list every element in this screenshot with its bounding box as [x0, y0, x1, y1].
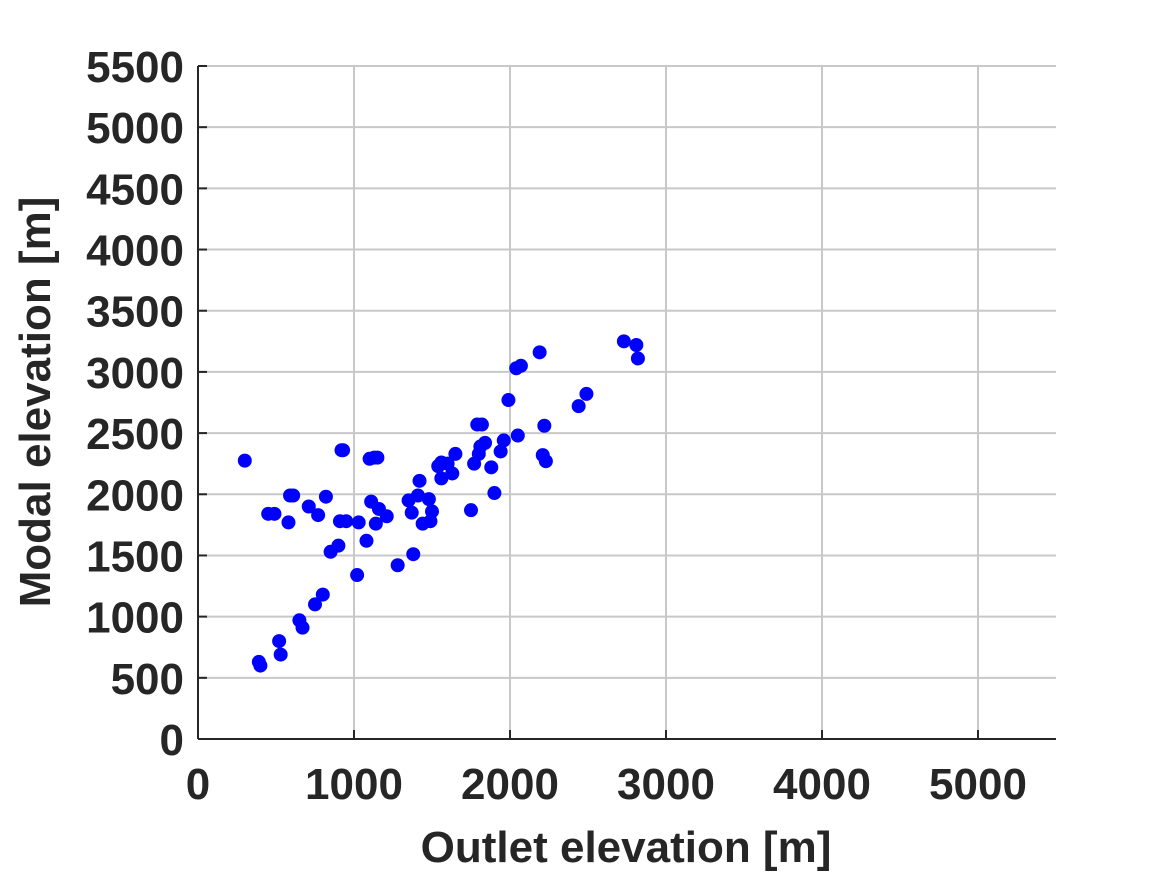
data-point [318, 489, 333, 504]
data-point [359, 533, 374, 548]
x-tick-label: 1000 [305, 760, 403, 809]
data-point [513, 358, 528, 373]
y-tick-label: 4500 [86, 165, 184, 214]
y-tick-label: 3500 [86, 288, 184, 337]
data-point [331, 538, 346, 553]
y-tick-label: 5000 [86, 104, 184, 153]
y-tick-label: 500 [111, 655, 184, 704]
data-point [272, 634, 287, 649]
data-point [311, 508, 326, 523]
data-point [496, 433, 511, 448]
data-point [286, 488, 301, 503]
data-point [412, 473, 427, 488]
data-point [253, 658, 268, 673]
data-point [501, 393, 516, 408]
y-tick-label: 1500 [86, 532, 184, 581]
y-axis-label: Modal elevation [m] [11, 197, 60, 608]
x-tick-label: 0 [186, 760, 210, 809]
data-point [421, 492, 436, 507]
data-point [448, 446, 463, 461]
data-point [308, 597, 322, 612]
data-point [425, 504, 439, 519]
data-point [406, 547, 421, 562]
x-axis-label: Outlet elevation [m] [421, 823, 832, 872]
y-tick-label: 4000 [86, 227, 184, 276]
data-point [532, 345, 547, 360]
data-point [537, 418, 552, 433]
y-tick-label: 2000 [86, 471, 184, 520]
data-point [484, 460, 499, 475]
data-point [579, 386, 594, 401]
data-point [478, 435, 493, 450]
data-point [487, 486, 502, 501]
y-tick-label: 3000 [86, 349, 184, 398]
x-tick-label: 2000 [461, 760, 559, 809]
data-point [404, 505, 419, 520]
data-point [273, 647, 288, 662]
data-point [445, 466, 460, 481]
data-point [571, 399, 586, 414]
data-point [390, 558, 405, 573]
data-point [616, 334, 631, 349]
y-tick-label: 5500 [86, 43, 184, 92]
y-tick-label: 0 [160, 716, 184, 765]
data-point [301, 499, 316, 514]
data-point [629, 337, 644, 352]
data-point [370, 450, 385, 465]
data-point [464, 503, 478, 518]
data-point [538, 454, 553, 469]
data-point [336, 443, 351, 458]
x-tick-label: 5000 [929, 760, 1027, 809]
data-point [379, 509, 394, 524]
data-point [237, 453, 252, 468]
data-point [339, 514, 354, 529]
grid [198, 65, 1056, 739]
data-point [510, 428, 525, 443]
data-points [237, 334, 645, 673]
tick-labels: 0 1000 2000 3000 4000 5000 0 500 1000 1500 2000 250… [86, 43, 1027, 809]
data-point [350, 568, 365, 583]
x-tick-label: 3000 [617, 760, 715, 809]
y-tick-label: 2500 [86, 410, 184, 459]
data-point [474, 417, 489, 432]
data-point [281, 515, 296, 530]
data-point [315, 587, 330, 602]
y-tick-label: 1000 [86, 594, 184, 643]
data-point [295, 620, 310, 635]
data-point [267, 506, 282, 521]
x-tick-label: 4000 [773, 760, 871, 809]
data-point [630, 351, 645, 366]
data-point [368, 516, 383, 531]
axes [197, 65, 1056, 740]
data-point [351, 515, 366, 530]
